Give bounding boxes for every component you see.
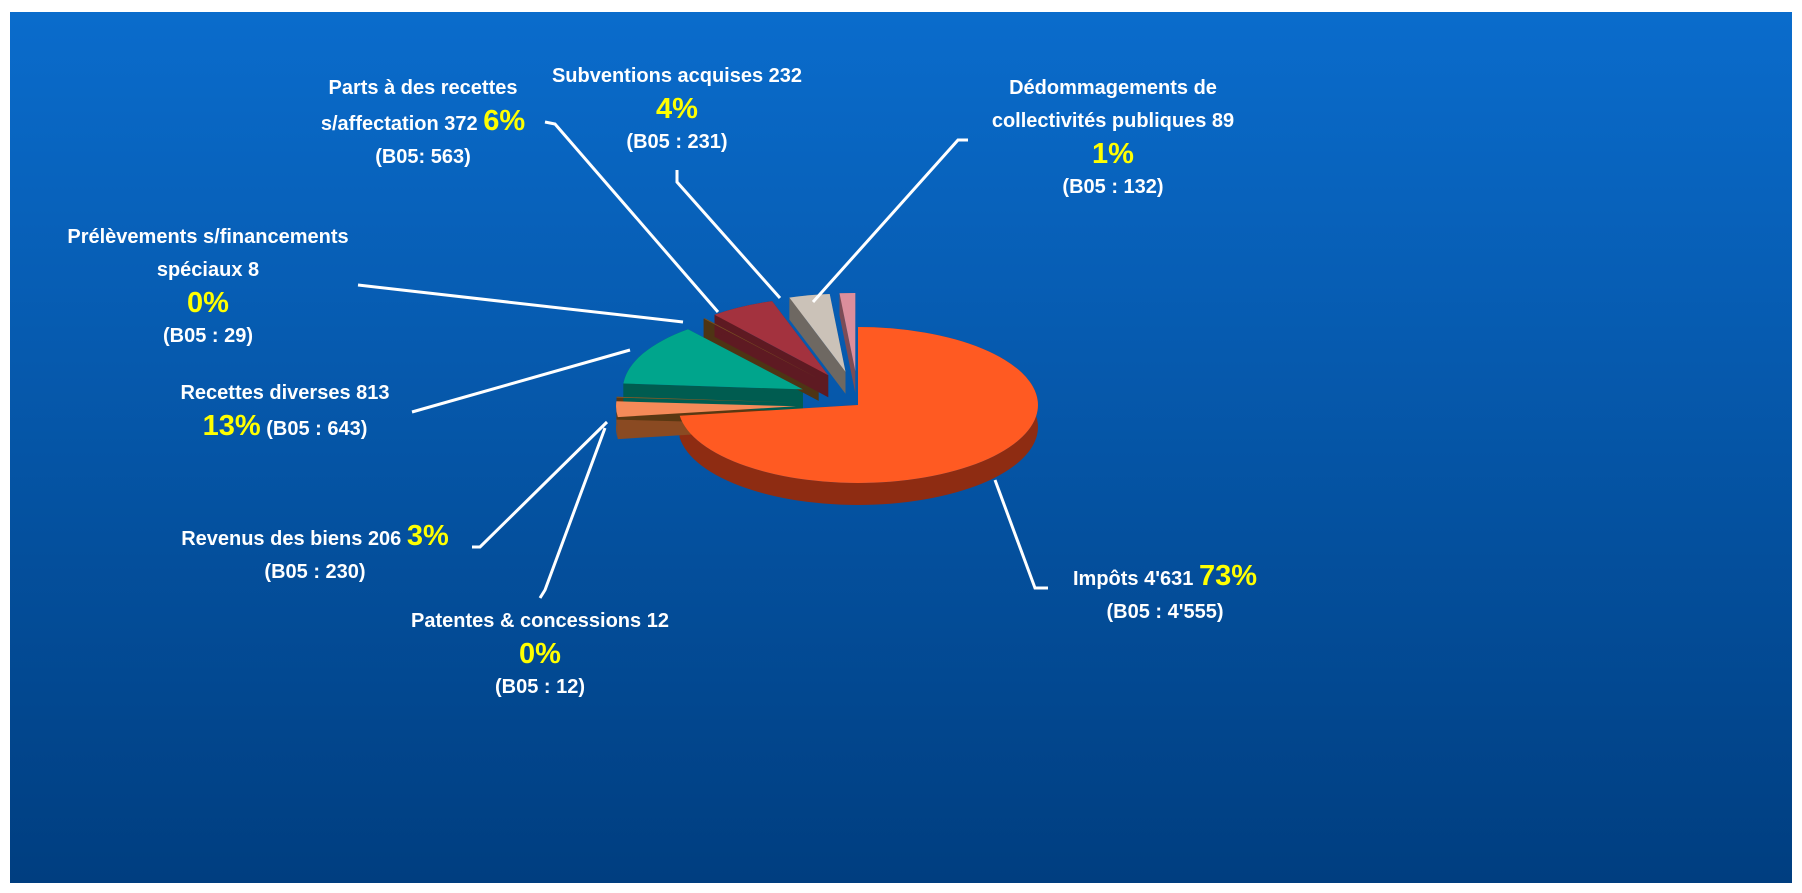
value-label: 232: [768, 65, 803, 87]
value-label: 4'631: [1144, 568, 1194, 590]
leader-line: [811, 138, 968, 304]
b05-label: (B05: 563): [375, 146, 471, 168]
category-name: Impôts: [1073, 568, 1139, 590]
slice-label: Recettes diverses 813 13% (B05 : 643): [150, 377, 420, 446]
leader-line: [993, 479, 1048, 590]
slice-label: Prélèvements s/financements spéciaux 8 0…: [50, 221, 366, 353]
percent-label: 0%: [187, 287, 229, 319]
leader-lines: [357, 120, 1048, 599]
percent-label: 3%: [406, 520, 449, 552]
leader-line: [357, 283, 684, 324]
leader-line: [538, 427, 607, 599]
percent-label: 6%: [483, 105, 526, 137]
slice-side: [714, 314, 829, 398]
slice-side: [789, 297, 846, 394]
slice: [714, 301, 829, 376]
slice: [616, 401, 796, 418]
category-name: Subventions acquises: [551, 65, 764, 87]
percent-label: 1%: [1092, 138, 1134, 170]
slice: [703, 318, 819, 379]
category-name: Prélèvements s/financements spéciaux: [67, 226, 349, 281]
slice: [623, 329, 803, 390]
leader-line: [544, 120, 720, 313]
value-label: 12: [646, 610, 669, 632]
value-label: 206: [367, 528, 402, 550]
slice-label: Parts à des recettes s/affectation 372 6…: [292, 72, 554, 174]
b05-label: (B05 : 132): [1062, 176, 1164, 198]
category-name: Revenus des biens: [181, 528, 363, 550]
slice-side: [703, 318, 705, 341]
value-label: 89: [1211, 110, 1235, 132]
b05-label: (B05 : 12): [494, 676, 586, 698]
leader-line: [411, 348, 631, 414]
percent-label: 13%: [202, 410, 261, 442]
slice-side: [839, 293, 856, 393]
value-label: 372: [444, 113, 478, 135]
percent-label: 0%: [519, 638, 561, 670]
category-name: Dédommagements de collectivités publique…: [991, 77, 1217, 132]
slice-side: [616, 401, 618, 440]
b05-label: (B05 : 231): [626, 131, 728, 153]
slice-tops: [616, 293, 1038, 484]
slice: [789, 294, 846, 372]
slice-label: Dédommagements de collectivités publique…: [960, 72, 1266, 204]
slice: [616, 396, 797, 403]
b05-label: (B05 : 230): [264, 561, 366, 583]
category-name: Patentes & concessions: [411, 610, 642, 632]
slice-label: Impôts 4'631 73% (B05 : 4'555): [1030, 560, 1300, 629]
slice-label: Subventions acquises 232 4% (B05 : 231): [522, 60, 832, 159]
b05-label: (B05 : 643): [266, 418, 368, 440]
value-label: 8: [248, 259, 260, 281]
percent-label: 73%: [1198, 560, 1257, 592]
b05-label: (B05 : 29): [162, 325, 254, 347]
b05-label: (B05 : 4'555): [1106, 601, 1224, 623]
category-name: Recettes diverses: [180, 382, 351, 404]
slice-label: Revenus des biens 206 3% (B05 : 230): [150, 520, 480, 589]
category-name: Parts à des recettes s/affectation: [320, 77, 518, 135]
percent-label: 4%: [656, 93, 698, 125]
leader-line: [675, 170, 782, 299]
slice: [679, 327, 1038, 484]
slice-label: Patentes & concessions 12 0% (B05 : 12): [380, 605, 700, 704]
value-label: 813: [356, 382, 390, 404]
slice: [839, 293, 856, 371]
leader-line: [472, 420, 609, 549]
